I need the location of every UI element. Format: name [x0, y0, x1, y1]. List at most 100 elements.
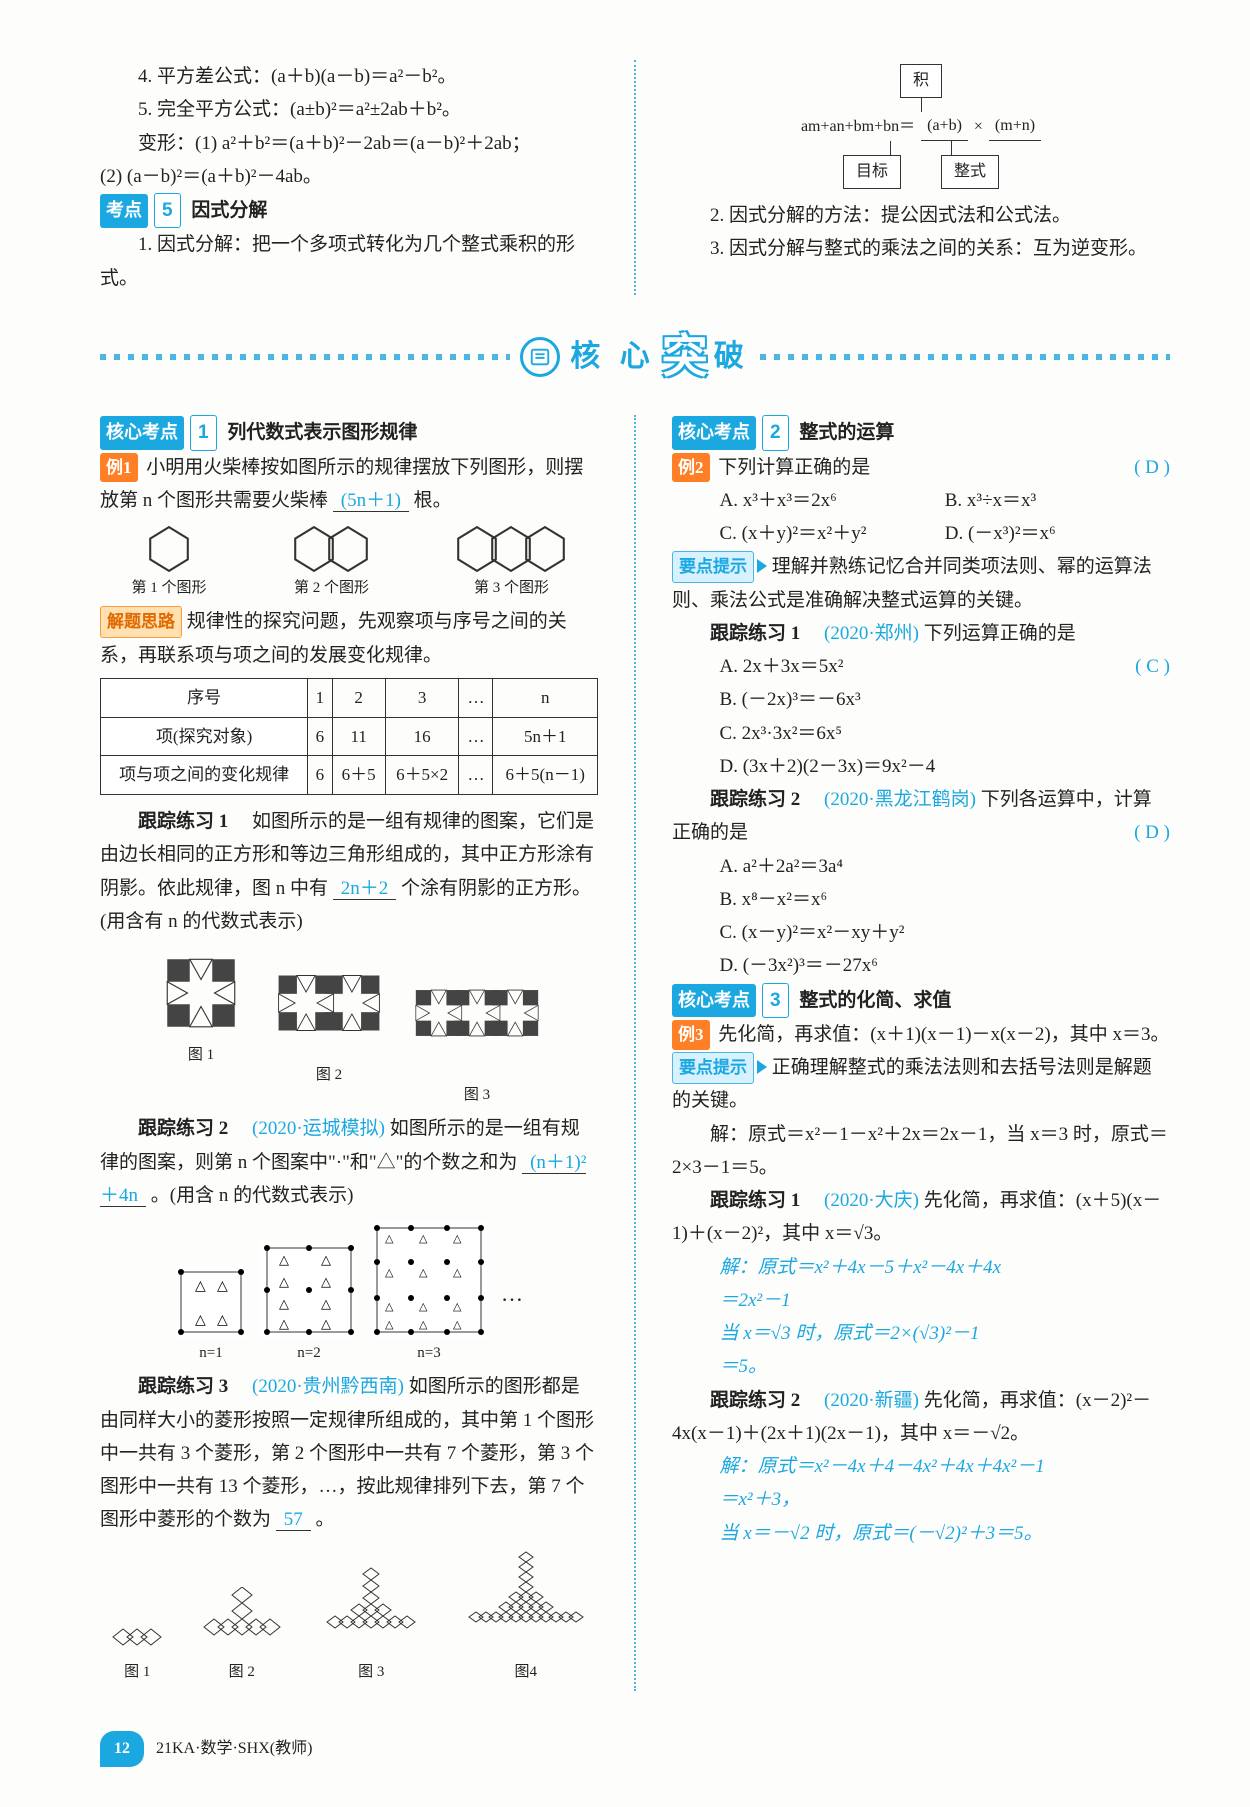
fp22-label: 跟踪练习 2	[710, 789, 800, 810]
dt-group-3: △△△ △△△ △△△ △△△ n=3	[371, 1222, 487, 1366]
fp22-answer: ( D )	[1096, 816, 1170, 849]
kd3-row: 核心考点3 整式的化简、求值	[672, 983, 1170, 1018]
hex-group-2: 第 2 个图形	[293, 525, 369, 601]
svg-text:△: △	[321, 1316, 331, 1331]
section-title-1: 核 心	[570, 331, 656, 384]
top-right-p3: 3. 因式分解与整式的乘法之间的关系：互为逆变形。	[672, 232, 1170, 265]
sol-line: 解：原式＝x²＋4x－5＋x²－4x＋4x	[720, 1251, 1171, 1284]
kd2-title: 整式的运算	[799, 422, 894, 443]
kd3-num: 3	[762, 983, 789, 1018]
ex1-answer: (5n＋1)	[333, 490, 409, 512]
ex3-text: 先化简，再求值：(x＋1)(x－1)－x(x－2)，其中 x＝3。	[718, 1024, 1169, 1045]
fc-line-icon	[890, 141, 891, 155]
kaodian-tag: 考点	[100, 194, 148, 228]
dt-label-1: n=1	[199, 1340, 222, 1366]
rh-label-3: 图 3	[358, 1659, 384, 1685]
rh-group-2: 图 2	[202, 1587, 282, 1685]
td: …	[459, 756, 493, 795]
svg-text:△: △	[279, 1296, 289, 1311]
sq-label-1: 图 1	[188, 1042, 214, 1068]
sq-label-3: 图 3	[464, 1082, 490, 1108]
sol-line: 解：原式＝x²－4x＋4－4x²＋4x＋4x²－1	[720, 1450, 1171, 1483]
square-pattern-icon	[156, 948, 246, 1038]
dot-tri-icon: △△△△△△△△	[261, 1242, 357, 1338]
svg-text:△: △	[385, 1267, 394, 1279]
kd2-num: 2	[762, 415, 789, 450]
dotline-icon	[760, 354, 1170, 360]
section-header: 核 心 突 破	[100, 317, 1170, 398]
sequence-table: 序号 1 2 3 … n 项(探究对象) 6 11 16 … 5n＋1 项与项之…	[100, 678, 598, 795]
td: 3	[385, 678, 459, 717]
sq-group-2: 图 2	[274, 948, 384, 1108]
kaodian-5-title: 因式分解	[191, 200, 267, 221]
rh-label-2: 图 2	[229, 1659, 255, 1685]
top-right-p2: 2. 因式分解的方法：提公因式法和公式法。	[672, 199, 1170, 232]
fc-expr: am+an+bm+bn＝	[801, 113, 915, 141]
fc-mid-row: am+an+bm+bn＝ (a+b) × (m+n)	[801, 112, 1041, 141]
choice: D. (3x＋2)(2－3x)＝9x²－4	[720, 750, 1171, 783]
svg-text:△: △	[453, 1319, 462, 1331]
section-icon	[520, 337, 560, 377]
td: 6	[308, 717, 332, 756]
arrow-icon	[757, 1060, 767, 1074]
svg-text:△: △	[321, 1274, 331, 1289]
choice: B. x⁸－x²＝x⁶	[720, 883, 1171, 916]
fc-a: (a+b)	[921, 112, 968, 141]
kd2-tag: 核心考点	[672, 416, 756, 450]
rhombus-icon	[107, 1617, 167, 1657]
dt-label-3: n=3	[417, 1340, 440, 1366]
example-1: 例1 小明用火柴棒按如图所示的规律摆放下列图形，则摆放第 n 个图形共需要火柴棒…	[100, 451, 598, 518]
formula-5: 5. 完全平方公式：(a±b)²＝a²±2ab＋b²。	[100, 93, 598, 126]
td: 2	[332, 678, 385, 717]
arrow-icon	[757, 559, 767, 573]
td: 5n＋1	[493, 717, 598, 756]
column-divider	[634, 60, 636, 295]
kaodian-5-num: 5	[154, 193, 181, 228]
hex-label-1: 第 1 个图形	[131, 575, 206, 601]
kd3-title: 整式的化简、求值	[799, 990, 951, 1011]
dot-triangle-figure: △△ △△ n=1 △△△△△△△△ n=2	[100, 1222, 598, 1366]
choice: C. (x＋y)²＝x²＋y²	[720, 517, 945, 550]
table-row: 项(探究对象) 6 11 16 … 5n＋1	[101, 717, 598, 756]
hex-group-1: 第 1 个图形	[131, 525, 206, 601]
fc-bot-row: 目标 整式	[843, 155, 999, 189]
kd1-title: 列代数式表示图形规律	[227, 422, 417, 443]
choice: A. a²＋2a²＝3a⁴	[720, 850, 1171, 883]
svg-text:△: △	[279, 1252, 289, 1267]
fp22: 跟踪练习 2 (2020·黑龙江鹤岗) 下列各运算中，计算正确的是 ( D )	[672, 783, 1170, 850]
ex2-choices: A. x³＋x³＝2x⁶ B. x³÷x＝x³ C. (x＋y)²＝x²＋y² …	[720, 484, 1171, 551]
svg-text:△: △	[419, 1301, 428, 1313]
td: 11	[332, 717, 385, 756]
hint-tag: 要点提示	[672, 1052, 754, 1084]
dot-tri-icon: △△△ △△△ △△△ △△△	[371, 1222, 487, 1338]
hexagon-icon	[148, 525, 190, 573]
fp2-source: (2020·运城模拟)	[252, 1118, 385, 1139]
choice: C. 2x³·3x²＝6x⁵	[720, 717, 1171, 750]
page-number: 12	[100, 1731, 144, 1767]
svg-text:△: △	[321, 1252, 331, 1267]
svg-text:△: △	[385, 1233, 394, 1245]
page-footer: 12 21KA·数学·SHX(教师)	[100, 1731, 1170, 1767]
hex-label-2: 第 2 个图形	[294, 575, 369, 601]
fp1-label: 跟踪练习 1	[138, 811, 228, 832]
section-title-mid: 突	[662, 317, 708, 398]
fp2-label: 跟踪练习 2	[138, 1118, 228, 1139]
choice: D. (－3x²)³＝－27x⁶	[720, 949, 1171, 982]
rh-group-3: 图 3	[316, 1567, 426, 1685]
svg-text:△: △	[419, 1267, 428, 1279]
column-divider	[634, 415, 636, 1691]
fc-times: ×	[974, 113, 983, 141]
svg-text:△: △	[217, 1313, 228, 1328]
td: 6＋5	[332, 756, 385, 795]
fp31-solution: 解：原式＝x²＋4x－5＋x²－4x＋4x ＝2x²－1 当 x＝√3 时，原式…	[720, 1251, 1171, 1384]
choice: D. (－x³)²＝x⁶	[945, 517, 1170, 550]
hex-group-3: 第 3 个图形	[456, 525, 566, 601]
sol-line: 当 x＝√3 时，原式＝2×(√3)²－1	[720, 1317, 1171, 1350]
svg-text:△: △	[453, 1301, 462, 1313]
sol-line: ＝2x²－1	[720, 1284, 1171, 1317]
svg-text:△: △	[321, 1296, 331, 1311]
svg-text:△: △	[453, 1267, 462, 1279]
hexagon-icon	[327, 525, 369, 573]
main-section: 核心考点1 列代数式表示图形规律 例1 小明用火柴棒按如图所示的规律摆放下列图形…	[100, 415, 1170, 1691]
section-title-2: 破	[714, 331, 750, 384]
